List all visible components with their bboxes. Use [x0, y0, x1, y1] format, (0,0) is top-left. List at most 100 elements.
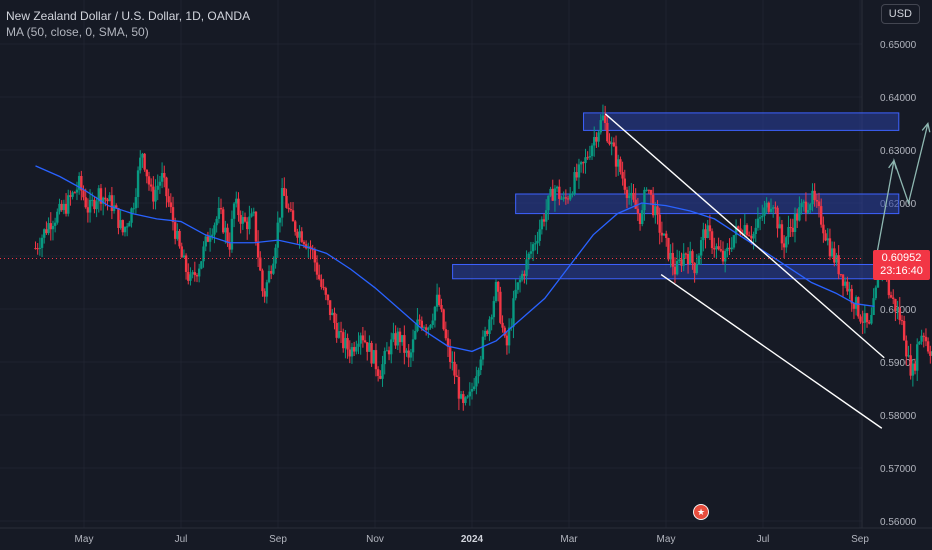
time-tick-label: May — [75, 534, 94, 545]
candle-body — [291, 210, 295, 222]
candle-body — [49, 223, 52, 230]
candle-body — [97, 188, 100, 202]
candle-body — [608, 141, 611, 145]
candle-body — [335, 322, 338, 338]
candle-body — [804, 201, 808, 213]
candle-body — [82, 190, 85, 198]
projection-arrowhead-2 — [921, 122, 931, 133]
symbol-title[interactable]: New Zealand Dollar / U.S. Dollar, 1D, OA… — [6, 9, 251, 23]
candle-body — [274, 247, 277, 264]
candle-body — [523, 273, 526, 276]
time-tick-label: Sep — [269, 534, 287, 545]
currency-button[interactable]: USD — [880, 4, 920, 24]
candle-body — [924, 336, 928, 342]
candle-body — [861, 321, 864, 323]
candle-body — [926, 341, 930, 352]
candle-body — [929, 351, 932, 356]
flag-us-icon[interactable]: ★ — [693, 504, 709, 520]
candle-body — [472, 386, 476, 390]
candle-body — [566, 198, 570, 200]
chart-legend: New Zealand Dollar / U.S. Dollar, 1D, OA… — [6, 8, 250, 40]
candle-body — [435, 294, 439, 307]
candle-body — [178, 231, 181, 247]
candle-body — [684, 253, 688, 255]
candle-body — [747, 235, 751, 237]
candle-body — [195, 275, 199, 277]
candle-body — [145, 169, 149, 177]
candle-body — [383, 351, 386, 365]
candle-body — [898, 308, 901, 321]
price-tick-label: 0.58000 — [880, 411, 917, 422]
candle-body — [230, 218, 234, 250]
candle-body — [675, 260, 679, 275]
candle-body — [713, 248, 716, 250]
candle-body — [173, 222, 177, 239]
candle-body — [734, 226, 738, 236]
candle-body — [811, 190, 814, 205]
candle-body — [874, 287, 877, 299]
candle-body — [84, 197, 87, 208]
candle-body — [669, 252, 672, 260]
candle-body — [900, 320, 904, 322]
candle-body — [239, 215, 242, 224]
candle-body — [501, 322, 504, 328]
candle-body — [106, 199, 109, 202]
candle-body — [540, 219, 544, 230]
candle-body — [361, 335, 365, 341]
last-price-value: 0.60952 — [881, 252, 922, 264]
candle-body — [673, 266, 677, 275]
candle-body — [331, 312, 334, 315]
candle-body — [699, 240, 703, 256]
ma-indicator-label[interactable]: MA (50, close, 0, SMA, 50) — [6, 25, 149, 39]
candle-body — [651, 194, 655, 216]
candle-body — [91, 199, 94, 201]
candle-body — [47, 223, 50, 234]
candle-body — [464, 397, 467, 403]
candle-body — [348, 349, 351, 357]
candle-body — [468, 391, 472, 397]
time-tick-label: Sep — [851, 534, 869, 545]
candle-body — [907, 355, 910, 357]
candle-body — [51, 225, 55, 230]
candle-body — [625, 189, 629, 199]
candle-body — [525, 259, 528, 276]
candle-body — [248, 216, 251, 230]
candle-body — [505, 335, 509, 346]
candle-body — [771, 207, 775, 209]
candle-body — [125, 226, 129, 228]
price-tick-label: 0.65000 — [880, 40, 917, 51]
candle-body — [791, 227, 795, 232]
candle-body — [438, 294, 441, 306]
candle-body — [815, 199, 819, 202]
candle-body — [848, 288, 851, 292]
candle-body — [475, 376, 478, 387]
candle-body — [658, 214, 661, 233]
candle-body — [820, 206, 823, 225]
candle-body — [302, 241, 306, 245]
candle-body — [641, 210, 644, 225]
candle-body — [551, 188, 554, 201]
candle-body — [863, 313, 867, 323]
candle-body — [514, 289, 517, 299]
candle-body — [206, 236, 210, 242]
candle-body — [649, 189, 653, 195]
candle-body — [167, 196, 170, 203]
candle-body — [134, 197, 138, 209]
candle-body — [440, 305, 443, 310]
candle-body — [433, 306, 437, 321]
candle-body — [667, 237, 670, 260]
candle-body — [686, 254, 690, 265]
candle-body — [892, 297, 895, 299]
candle-body — [350, 347, 354, 357]
candle-body — [529, 251, 533, 254]
candle-body — [761, 215, 764, 218]
candle-body — [187, 271, 190, 281]
candle-body — [833, 248, 836, 263]
candle-body — [405, 350, 408, 353]
candle-body — [920, 335, 923, 342]
candle-body — [859, 316, 862, 322]
candle-body — [621, 171, 624, 179]
price-tick-label: 0.56000 — [880, 517, 917, 528]
candle-body — [429, 324, 432, 328]
